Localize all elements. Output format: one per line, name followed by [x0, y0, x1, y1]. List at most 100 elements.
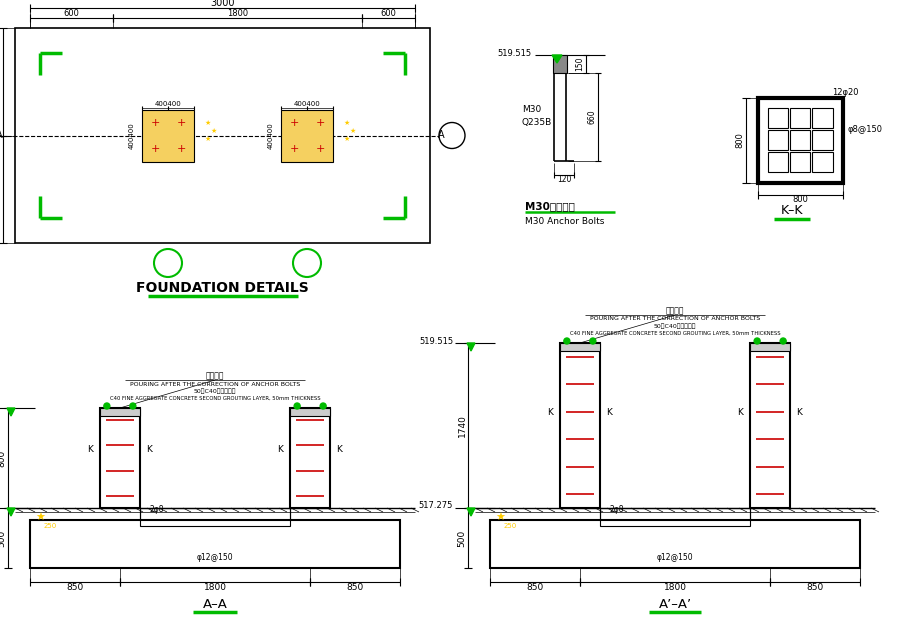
Text: ★: ★	[495, 513, 505, 523]
Bar	[812, 152, 833, 172]
Text: POURING AFTER THE CORRECTION OF ANCHOR BOLTS: POURING AFTER THE CORRECTION OF ANCHOR B…	[590, 316, 760, 322]
Text: K: K	[87, 446, 93, 454]
Text: +: +	[176, 143, 185, 154]
Bar	[750, 343, 790, 508]
Circle shape	[439, 123, 465, 149]
Circle shape	[130, 403, 136, 409]
Circle shape	[104, 403, 110, 409]
Text: A’–A’: A’–A’	[659, 598, 691, 611]
Text: +: +	[150, 143, 159, 154]
Text: 600: 600	[381, 9, 396, 19]
Text: 400400: 400400	[155, 100, 182, 107]
Text: 850: 850	[67, 583, 84, 593]
Text: 2φ8: 2φ8	[150, 505, 165, 515]
Text: φ8@150: φ8@150	[848, 125, 883, 135]
Text: A: A	[0, 130, 3, 141]
Text: +: +	[150, 118, 159, 128]
Polygon shape	[7, 508, 15, 516]
Text: 1800: 1800	[663, 583, 687, 593]
Bar	[142, 110, 194, 161]
Text: 150: 150	[575, 57, 584, 71]
Text: 800: 800	[735, 132, 744, 148]
Text: FOUNDATION DETAILS: FOUNDATION DETAILS	[136, 281, 309, 295]
Text: 500: 500	[457, 529, 466, 547]
Text: +: +	[315, 143, 325, 154]
Bar	[768, 152, 788, 172]
Text: M30柱脚耧栓: M30柱脚耧栓	[525, 201, 575, 211]
Text: 850: 850	[526, 583, 544, 593]
Bar	[758, 97, 842, 182]
Text: C40 FINE AGGREGATE CONCRETE SECOND GROUTING LAYER, 50mm THICKNESS: C40 FINE AGGREGATE CONCRETE SECOND GROUT…	[110, 396, 320, 401]
Text: 660: 660	[588, 110, 597, 125]
Text: 519.515: 519.515	[498, 48, 532, 58]
Bar	[600, 508, 750, 526]
Text: 2φ8: 2φ8	[610, 505, 625, 515]
Text: 400400: 400400	[293, 100, 320, 107]
Bar	[281, 110, 333, 161]
Bar	[812, 130, 833, 150]
Text: φ12@150: φ12@150	[197, 554, 233, 562]
Text: 500: 500	[0, 529, 6, 547]
Text: K: K	[737, 408, 743, 417]
Text: +: +	[315, 118, 325, 128]
Text: 250: 250	[503, 523, 517, 529]
Text: 1800: 1800	[227, 9, 248, 19]
Bar	[790, 152, 810, 172]
Bar	[553, 55, 567, 73]
Text: 600: 600	[64, 9, 79, 19]
Text: +: +	[289, 118, 299, 128]
Polygon shape	[7, 408, 15, 416]
Bar	[100, 408, 140, 416]
Bar	[140, 508, 290, 526]
Text: 1740: 1740	[457, 414, 466, 437]
Text: ★: ★	[344, 136, 350, 141]
Text: 850: 850	[806, 583, 824, 593]
Circle shape	[754, 338, 760, 344]
Text: +: +	[176, 118, 185, 128]
Bar	[560, 343, 600, 351]
Circle shape	[564, 338, 570, 344]
Text: 二次灰浆: 二次灰浆	[666, 306, 684, 316]
Text: 800: 800	[0, 450, 6, 467]
Polygon shape	[467, 343, 475, 351]
Bar	[768, 107, 788, 128]
Bar	[790, 130, 810, 150]
Text: 400400: 400400	[129, 122, 135, 149]
Text: φ12@150: φ12@150	[657, 554, 693, 562]
Polygon shape	[467, 508, 475, 516]
Text: K: K	[146, 446, 152, 454]
Text: ★: ★	[211, 128, 217, 133]
Circle shape	[590, 338, 596, 344]
Text: 650: 650	[0, 180, 3, 198]
Text: K: K	[796, 408, 802, 417]
Bar	[30, 520, 400, 568]
Text: M30: M30	[522, 105, 541, 115]
Text: K: K	[606, 408, 612, 417]
Text: 850: 850	[346, 583, 364, 593]
Text: 517.275: 517.275	[418, 502, 453, 510]
Text: 50厘C40细石混凝土: 50厘C40细石混凝土	[194, 388, 236, 394]
Circle shape	[154, 249, 182, 277]
Text: K: K	[336, 446, 342, 454]
Circle shape	[320, 403, 326, 409]
Text: 3000: 3000	[211, 0, 235, 8]
Bar	[768, 130, 788, 150]
Text: 800: 800	[792, 195, 808, 204]
Bar	[15, 28, 430, 243]
Text: 400400: 400400	[268, 122, 274, 149]
Text: M30 Anchor Bolts: M30 Anchor Bolts	[525, 218, 605, 226]
Text: ★: ★	[205, 136, 212, 141]
Circle shape	[293, 249, 321, 277]
Polygon shape	[552, 55, 562, 63]
Text: ★: ★	[344, 120, 350, 125]
Text: ★: ★	[205, 120, 212, 125]
Bar	[290, 408, 330, 508]
Text: 650: 650	[0, 73, 3, 91]
Text: C40 FINE AGGREGATE CONCRETE SECOND GROUTING LAYER, 50mm THICKNESS: C40 FINE AGGREGATE CONCRETE SECOND GROUT…	[570, 330, 780, 335]
Text: Q235B: Q235B	[522, 118, 553, 126]
Text: K: K	[277, 446, 284, 454]
Bar	[812, 107, 833, 128]
Bar	[750, 343, 790, 351]
Text: 250: 250	[43, 523, 57, 529]
Text: A–A: A–A	[202, 598, 228, 611]
